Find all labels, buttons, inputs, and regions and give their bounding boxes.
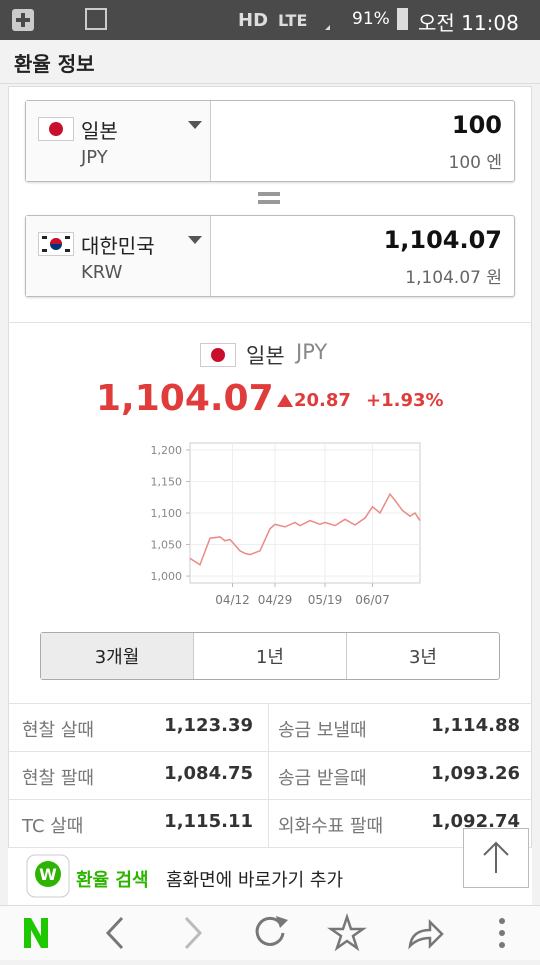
battery-icon <box>397 8 408 30</box>
flag-jp <box>38 117 74 141</box>
y-tick-label: 1,050 <box>151 539 183 552</box>
code: JPY <box>81 147 108 168</box>
y-tick-label: 1,100 <box>151 507 183 520</box>
x-tick-label: 06/07 <box>355 593 390 607</box>
taegeuk <box>42 236 70 252</box>
rate-label: TC 살때 <box>22 816 84 837</box>
period-tabs: 3개월 1년 3년 <box>40 632 500 680</box>
amount[interactable]: 1,104.07 <box>383 226 502 254</box>
country: 대한민국 <box>81 234 155 258</box>
converter-to[interactable]: 대한민국 KRW 1,104.07 1,104.07 원 <box>25 215 515 297</box>
flag-disc <box>211 348 225 362</box>
rate-value: 1,084.75 <box>164 763 253 784</box>
scroll-top-button[interactable] <box>463 828 529 888</box>
nav-icons <box>24 913 505 952</box>
rate-row: 현찰 팔때 1,084.75 송금 받을때 1,093.26 <box>8 751 532 799</box>
summary-change-pct: +1.93% <box>366 390 444 411</box>
code: KRW <box>81 262 123 283</box>
naver-home[interactable] <box>24 918 48 948</box>
period-tab[interactable]: 3개월 <box>41 633 194 679</box>
header-title: 환율 정보 <box>14 52 95 76</box>
rate-value: 1,093.26 <box>431 763 520 784</box>
divider <box>8 322 532 323</box>
banner-text: 홈화면에 바로가기 추가 <box>166 870 344 891</box>
x-tick-label: 04/29 <box>258 593 293 607</box>
x-tick-label: 04/12 <box>215 593 250 607</box>
bookmark-button[interactable] <box>327 913 367 952</box>
converter-from[interactable]: 일본 JPY 100 100 엔 <box>25 100 515 182</box>
dropdown-arrow <box>188 236 202 244</box>
more-button[interactable] <box>499 918 505 948</box>
x-tick-label: 05/19 <box>308 593 343 607</box>
rate-value: 1,123.39 <box>164 715 253 736</box>
rate-line <box>189 492 421 566</box>
summary-change: 20.87 <box>294 390 351 411</box>
amount[interactable]: 100 <box>451 111 502 139</box>
currency-select[interactable]: 대한민국 KRW <box>26 216 211 296</box>
summary-code: JPY <box>296 340 328 364</box>
flag-disc <box>49 122 63 136</box>
flag-kr <box>38 232 74 256</box>
refresh-button[interactable] <box>255 916 288 946</box>
amount-text: 1,104.07 원 <box>405 268 502 288</box>
summary-country: 일본 <box>246 344 285 368</box>
battery-text: 91% <box>352 9 390 29</box>
currency-select[interactable]: 일본 JPY <box>26 101 211 181</box>
rate-value: 1,092.74 <box>431 811 520 832</box>
shortcut-banner[interactable]: W 환율 검색 홈화면에 바로가기 추가 <box>8 847 532 905</box>
svg-text:LTE: LTE <box>278 11 307 30</box>
flag-jp <box>200 343 236 367</box>
equals-sign <box>258 192 280 204</box>
back-button[interactable] <box>105 916 124 950</box>
column-divider <box>268 703 269 847</box>
y-tick-label: 1,000 <box>151 570 183 583</box>
y-tick-label: 1,200 <box>151 444 183 457</box>
rate-label: 송금 보낼때 <box>278 720 367 741</box>
status-icons: HD LTE <box>12 8 330 31</box>
rate-chart: 1,000 1,050 1,100 1,150 1,200 04/12 04/29 05/19… <box>151 442 421 607</box>
summary-rate: 1,104.07 <box>96 378 274 419</box>
header: 환율 정보 <box>0 40 540 84</box>
status-bar: HD LTE 91% 오전 11:08 <box>0 0 540 40</box>
svg-text:W: W <box>39 865 57 884</box>
rate-row: TC 살때 1,115.11 외화수표 팔때 1,092.74 <box>8 799 532 847</box>
clock: 오전 11:08 <box>418 11 519 35</box>
forward-button[interactable] <box>184 916 203 950</box>
rate-value: 1,114.88 <box>431 715 520 736</box>
country: 일본 <box>81 119 118 143</box>
rate-label: 현찰 살때 <box>22 720 94 741</box>
rate-value: 1,115.11 <box>164 811 253 832</box>
rate-row: 현찰 살때 1,123.39 송금 보낼때 1,114.88 <box>8 703 532 751</box>
period-tab[interactable]: 3년 <box>408 647 437 668</box>
period-tab[interactable]: 1년 <box>194 633 347 679</box>
y-tick-label: 1,150 <box>151 475 183 488</box>
dropdown-arrow <box>188 121 202 129</box>
svg-text:HD: HD <box>238 10 268 31</box>
rate-label: 현찰 팔때 <box>22 768 94 789</box>
amount-text: 100 엔 <box>448 153 503 173</box>
share-button[interactable] <box>408 918 444 950</box>
rate-label: 송금 받을때 <box>278 768 367 789</box>
bottom-nav <box>0 905 540 960</box>
rate-label: 외화수표 팔때 <box>278 816 384 837</box>
up-arrow <box>483 841 509 873</box>
up-triangle <box>277 394 293 407</box>
naver-icon: W <box>26 854 70 898</box>
banner-keyword: 환율 검색 <box>76 870 149 891</box>
